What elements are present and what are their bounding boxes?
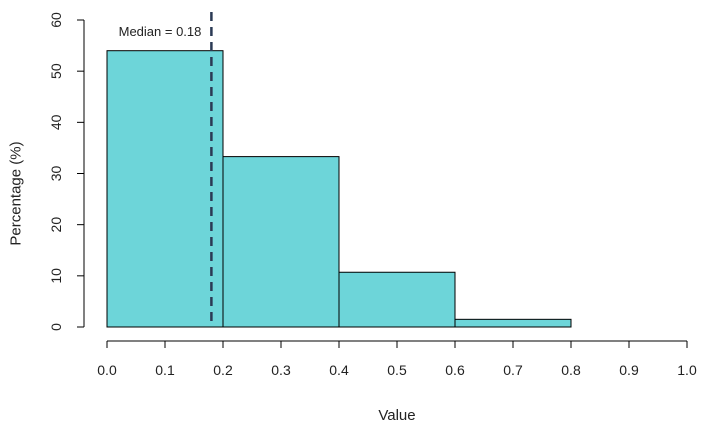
x-tick-label-0: 0.0: [97, 362, 117, 378]
histogram-bar-3: [454, 318, 572, 328]
x-tick-label-8: 0.8: [561, 362, 581, 378]
x-tick-label-1: 0.1: [155, 362, 175, 378]
y-axis-title: Percentage (%): [8, 141, 25, 245]
y-tick-label-4: 40: [48, 114, 64, 130]
x-tick-label-4: 0.4: [329, 362, 349, 378]
y-tick-label-1: 10: [48, 268, 64, 284]
y-tick-label-5: 50: [48, 63, 64, 79]
x-axis: 0.0 0.1 0.2 0.3 0.4 0.5 0.6 0.7 0.8 0.9 1.0: [97, 340, 697, 378]
bars-group: [106, 50, 572, 328]
y-tick-label-6: 60: [48, 12, 64, 28]
y-tick-label-0: 0: [48, 323, 64, 331]
y-tick-label-3: 30: [48, 166, 64, 182]
x-tick-label-7: 0.7: [503, 362, 523, 378]
x-tick-label-6: 0.6: [445, 362, 465, 378]
x-tick-label-9: 0.9: [619, 362, 639, 378]
x-tick-label-2: 0.2: [213, 362, 233, 378]
histogram-bar-1: [222, 156, 340, 328]
x-tick-label-3: 0.3: [271, 362, 291, 378]
median-group: Median = 0.18: [119, 12, 213, 327]
histogram-bar-0: [106, 50, 224, 328]
y-axis: 0 10 20 30 40 50 60: [48, 12, 85, 331]
median-label: Median = 0.18: [119, 24, 202, 39]
x-axis-title: Value: [378, 407, 415, 424]
x-tick-label-10: 1.0: [677, 362, 697, 378]
x-tick-label-5: 0.5: [387, 362, 407, 378]
histogram-bar-2: [338, 271, 456, 328]
y-tick-label-2: 20: [48, 217, 64, 233]
